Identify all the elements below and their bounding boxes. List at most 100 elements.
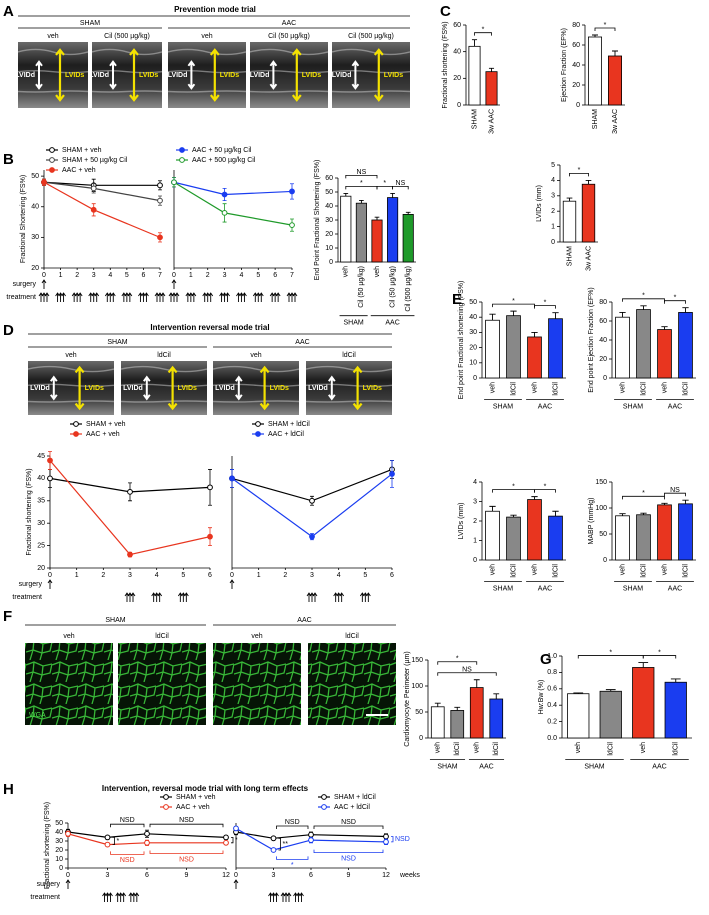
group-label: AAC <box>295 339 309 346</box>
x-tick-label: 0 <box>48 572 52 579</box>
y-axis-label: Cardiomyocyte Perimeter (µm) <box>404 651 411 746</box>
y-tick-label: 50 <box>469 299 477 306</box>
y-axis-label: Hw:Bw (%) <box>538 680 545 715</box>
significance-bracket <box>313 849 384 853</box>
significance-label: NS <box>357 169 367 176</box>
significance-bracket <box>569 173 589 177</box>
echo-image <box>306 361 392 415</box>
x-tick-label: 12 <box>222 872 230 879</box>
legend-label: AAC + veh <box>176 804 210 811</box>
treatment-arrow <box>121 892 127 902</box>
bar <box>636 514 651 561</box>
lvids-label: LVIDs <box>302 72 321 79</box>
y-tick-label: 3 <box>551 193 555 200</box>
legend-marker <box>163 794 169 800</box>
y-tick-label: 40 <box>572 62 580 69</box>
y-tick-label: 150 <box>595 479 607 486</box>
bar <box>371 219 383 263</box>
legend-label: AAC + veh <box>86 431 120 438</box>
y-tick-label: 10 <box>325 245 333 252</box>
x-tick-label: 1 <box>59 272 63 279</box>
echo-wall <box>91 48 163 56</box>
treatment-arrow <box>258 292 264 302</box>
y-tick-label: 1 <box>473 537 477 544</box>
panel-letter: F <box>3 608 12 625</box>
bar <box>355 202 367 263</box>
legend-marker <box>321 794 327 800</box>
y-tick-label: 3 <box>473 498 477 505</box>
y-tick-label: 10 <box>55 856 63 863</box>
error-bar <box>510 310 517 316</box>
error-bar <box>612 50 618 56</box>
panel-letter: B <box>3 151 14 168</box>
error-bar <box>531 331 538 337</box>
error-bar <box>390 192 395 198</box>
x-tick-label: veh <box>489 382 496 393</box>
treatment-arrow <box>362 592 368 602</box>
panel-letter: H <box>3 781 14 798</box>
x-tick-label: 3 <box>128 572 132 579</box>
significance-label: * <box>235 837 238 844</box>
x-tick-label: 6 <box>390 572 394 579</box>
x-tick-label: veh <box>531 382 538 393</box>
x-tick-label: veh <box>374 266 381 277</box>
significance-bracket <box>391 836 394 843</box>
significance-bracket <box>492 489 535 493</box>
y-tick-label: 80 <box>572 22 580 29</box>
legend-marker <box>73 431 79 437</box>
y-tick-label: 0 <box>473 375 477 382</box>
y-tick-label: 60 <box>453 22 461 29</box>
error-bar <box>473 679 480 688</box>
lvidd-label: LVIDd <box>168 72 188 79</box>
image-label: Cil (500 µg/kg) <box>104 33 150 40</box>
panel-letter: D <box>3 322 14 339</box>
error-bar <box>471 39 478 47</box>
data-point <box>270 847 277 853</box>
treatment-arrow <box>174 292 180 302</box>
echo-wall <box>331 70 411 74</box>
legend-marker <box>255 421 261 427</box>
x-tick-label: Cil (50 µg/kg) <box>389 266 396 308</box>
y-tick-label: 0.2 <box>547 718 557 725</box>
y-axis-label: Fractional shortening (FS%) <box>44 802 51 889</box>
echo-image <box>168 42 246 108</box>
lvidd-arrow <box>235 375 243 401</box>
treatment-arrow <box>268 892 273 902</box>
y-axis-label: Fractional Shortening (FS%) <box>20 175 27 263</box>
bar <box>567 693 590 739</box>
bar <box>527 336 542 379</box>
y-tick-label: 150 <box>411 657 423 664</box>
x-tick-label: veh <box>575 742 582 753</box>
error-bar <box>573 692 584 694</box>
treatment-arrow <box>91 292 97 302</box>
y-tick-label: 25 <box>37 542 45 549</box>
echo-wall <box>212 400 300 403</box>
y-tick-label: 50 <box>415 709 423 716</box>
y-tick-label: 0 <box>329 259 333 266</box>
bar <box>636 309 651 379</box>
significance-label: * <box>642 490 645 497</box>
lvidd-label: LVIDd <box>250 72 270 79</box>
error-bar <box>585 179 592 185</box>
data-point <box>207 533 213 540</box>
lvids-arrow <box>352 365 363 411</box>
y-tick-label: 0.4 <box>547 702 557 709</box>
y-tick-label: 30 <box>469 329 477 336</box>
x-tick-label: 5 <box>181 572 185 579</box>
y-tick-label: 50 <box>599 531 607 538</box>
treatment-arrow <box>292 292 298 302</box>
significance-bracket <box>622 298 665 302</box>
legend-label: AAC + 500 µg/kg Cil <box>192 157 256 164</box>
y-tick-label: 20 <box>325 231 333 238</box>
treatment-arrow <box>107 292 113 302</box>
significance-label: NSD <box>395 836 410 843</box>
data-point <box>47 457 53 464</box>
image-label: ldCil <box>345 633 359 640</box>
x-tick-label: ldCil <box>640 564 647 578</box>
series-line <box>49 460 211 556</box>
significance-label: * <box>674 295 677 302</box>
bar <box>485 71 498 106</box>
significance-bracket <box>577 655 644 659</box>
echo-wall <box>305 365 393 373</box>
significance-label: * <box>360 180 363 187</box>
